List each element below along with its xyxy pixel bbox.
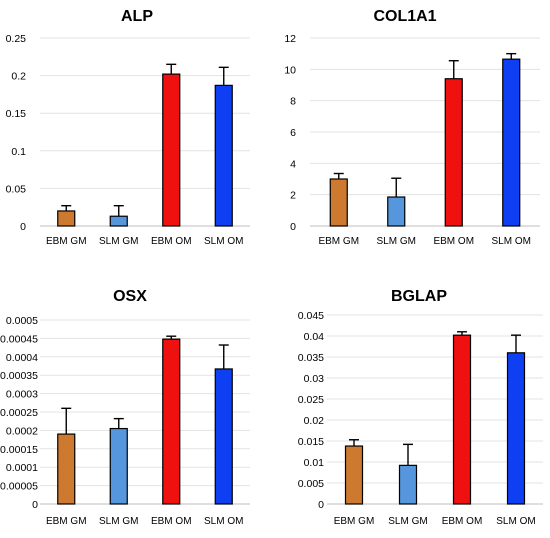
y-tick-label: 0.015 — [298, 436, 324, 448]
y-tick-label: 0 — [20, 221, 26, 233]
chart-col1a1: COL1A1 0 2 4 6 8 10 12 EBM GM SLM GM EBM OM SLM OM — [284, 8, 540, 247]
chart-title: OSX — [113, 288, 147, 305]
category-label: SLM GM — [388, 516, 427, 527]
y-tick-label: 8 — [290, 96, 296, 108]
y-tick-label: 10 — [284, 64, 296, 76]
bar — [506, 352, 526, 505]
y-tick-label: 0.0004 — [6, 352, 38, 364]
y-tick-label: 0.0005 — [6, 315, 38, 327]
y-tick-label: 0.005 — [298, 478, 324, 490]
y-tick-label: 0.035 — [298, 352, 324, 364]
y-tick-label: 0.00045 — [0, 333, 38, 345]
y-tick-label: 0.04 — [304, 331, 325, 343]
category-label: SLM OM — [492, 236, 531, 247]
chart-osx: OSX 0 0.00005 0.0001 0.00015 0.0002 0.00025 0.… — [0, 288, 250, 527]
category-label: EBM OM — [151, 516, 192, 527]
category-label: EBM OM — [151, 236, 192, 247]
chart-panel-osx: OSX 0 0.00005 0.0001 0.00015 0.0002 0.00025 0.… — [0, 266, 275, 533]
y-tick-label: 2 — [290, 190, 296, 202]
y-tick-label: 4 — [290, 158, 296, 170]
bar — [344, 445, 364, 505]
bar — [57, 210, 76, 227]
category-label: SLM OM — [204, 516, 243, 527]
chart-bglap: BGLAP 0 0.005 0.01 0.015 0.02 0.025 0.03 0.035 0… — [298, 288, 543, 527]
y-tick-label: 0 — [32, 499, 38, 511]
chart-title: COL1A1 — [373, 8, 436, 25]
category-label: SLM GM — [99, 236, 138, 247]
y-tick-label: 0.02 — [304, 415, 325, 427]
y-tick-label: 0 — [290, 221, 296, 233]
y-tick-label: 0 — [318, 499, 324, 511]
category-label: SLM GM — [377, 236, 416, 247]
bar — [444, 78, 463, 227]
bar — [109, 427, 128, 505]
chart-title: BGLAP — [391, 288, 447, 305]
category-label: EBM OM — [433, 236, 474, 247]
y-tick-label: 0.00015 — [0, 444, 38, 456]
bar — [214, 84, 233, 227]
y-tick-label: 0.03 — [304, 373, 325, 385]
y-tick-label: 0.1 — [11, 146, 26, 158]
y-tick-label: 0.00005 — [0, 481, 38, 493]
chart-alp: ALP 0 0.05 0.1 0.15 0.2 0.25 EBM GM SLM GM EBM O… — [6, 8, 250, 247]
bar — [452, 334, 472, 505]
y-tick-label: 0.15 — [6, 108, 27, 120]
chart-title: ALP — [121, 8, 153, 25]
bar — [162, 73, 181, 227]
chart-panel-alp: ALP 0 0.05 0.1 0.15 0.2 0.25 EBM GM SLM GM EBM O… — [0, 0, 275, 266]
y-tick-label: 0.00025 — [0, 407, 38, 419]
chart-panel-bglap: BGLAP 0 0.005 0.01 0.015 0.02 0.025 0.03 0.035 0… — [275, 266, 550, 533]
y-tick-label: 6 — [290, 127, 296, 139]
chart-panel-col1a1: COL1A1 0 2 4 6 8 10 12 EBM GM SLM GM EBM OM SLM OM — [275, 0, 550, 266]
y-tick-label: 0.0001 — [6, 462, 38, 474]
bar — [162, 338, 181, 505]
bar — [329, 178, 348, 227]
bar — [502, 58, 521, 227]
y-tick-label: 12 — [284, 33, 296, 45]
y-tick-label: 0.01 — [304, 457, 325, 469]
bar — [109, 215, 128, 227]
category-label: SLM OM — [204, 236, 243, 247]
category-label: SLM OM — [496, 516, 535, 527]
y-tick-label: 0.0002 — [6, 425, 38, 437]
category-label: EBM GM — [46, 516, 87, 527]
category-label: EBM OM — [442, 516, 483, 527]
y-tick-label: 0.00035 — [0, 370, 38, 382]
bar — [57, 433, 76, 505]
category-label: EBM GM — [334, 516, 375, 527]
y-tick-label: 0.045 — [298, 310, 324, 322]
y-tick-label: 0.025 — [298, 394, 324, 406]
bar — [214, 368, 233, 505]
y-tick-label: 0.0003 — [6, 389, 38, 401]
y-tick-label: 0.25 — [6, 33, 27, 45]
bar — [387, 196, 406, 227]
category-label: SLM GM — [99, 516, 138, 527]
y-tick-label: 0.2 — [11, 71, 26, 83]
y-tick-label: 0.05 — [6, 183, 27, 195]
bar — [398, 464, 418, 505]
category-label: EBM GM — [318, 236, 359, 247]
category-label: EBM GM — [46, 236, 87, 247]
